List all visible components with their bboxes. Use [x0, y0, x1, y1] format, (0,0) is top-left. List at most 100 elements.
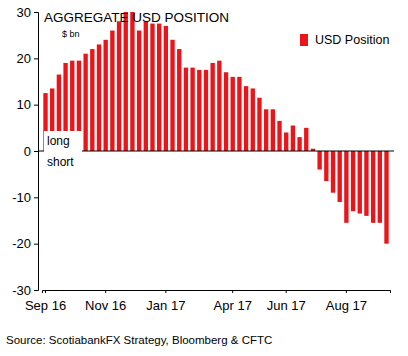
x-tick-label: Nov 16: [85, 298, 126, 313]
source: Source: ScotiabankFX Strategy, Bloomberg…: [6, 334, 272, 346]
bar: [217, 61, 221, 151]
y-tick: -20: [12, 236, 38, 251]
annotation: short: [47, 155, 74, 169]
legend: USD Position: [300, 33, 389, 47]
bar: [304, 128, 308, 151]
x-tick: Aug 17: [326, 290, 367, 313]
bar: [83, 54, 87, 151]
x-tick-label: Aug 17: [326, 298, 367, 313]
bar: [137, 31, 141, 151]
bar: [277, 121, 281, 151]
y-tick-mark: [34, 58, 38, 59]
x-tick-mark: [105, 290, 106, 293]
bar: [157, 24, 161, 151]
bar: [257, 98, 261, 151]
y-tick-label: 20: [17, 51, 31, 66]
y-axis: -30 -20 -10 0 10 20 30: [12, 5, 38, 298]
bar: [284, 132, 288, 151]
title: AGGREGATE USD POSITION: [44, 10, 229, 25]
y-tick: 30: [17, 5, 38, 20]
x-tick-mark: [165, 290, 166, 293]
x-tick-mark: [286, 290, 287, 293]
x-axis-line: [43, 291, 391, 294]
y-tick-mark: [34, 151, 38, 152]
bar: [364, 151, 368, 216]
zero-line: [38, 151, 394, 152]
x-tick: Apr 17: [214, 290, 252, 313]
bar: [251, 88, 255, 151]
y-tick-label: -30: [12, 283, 31, 298]
bar: [244, 86, 248, 151]
legend-label: USD Position: [315, 33, 389, 47]
bar: [231, 77, 235, 151]
x-tick: Sep 16: [25, 290, 66, 313]
chart: -30 -20 -10 0 10 20 30 Sep 16 Nov 16 Jan 17 Apr 17…: [0, 0, 408, 356]
bar: [210, 63, 214, 151]
bar: [271, 109, 275, 151]
x-tick-label: Apr 17: [214, 298, 252, 313]
bar: [104, 40, 108, 151]
y-tick: -30: [12, 283, 38, 298]
bar: [344, 151, 348, 223]
annotation-box: long short: [44, 131, 82, 171]
bar: [237, 77, 241, 151]
x-tick-mark: [232, 290, 233, 293]
bar: [177, 49, 181, 151]
y-axis-line: [34, 13, 39, 291]
bar: [358, 151, 362, 214]
y-tick-mark: [34, 12, 38, 13]
y-tick-label: -20: [12, 236, 31, 251]
bar: [384, 151, 388, 244]
bar: [204, 70, 208, 151]
y-tick-label: 10: [17, 97, 31, 112]
x-tick-mark: [45, 290, 46, 293]
y-tick: 0: [24, 144, 38, 159]
bar: [297, 137, 301, 151]
y-tick-mark: [34, 290, 38, 291]
y-tick-label: 30: [17, 5, 31, 20]
x-tick-label: Jun 17: [267, 298, 306, 313]
bar: [117, 21, 121, 151]
y-tick-mark: [34, 197, 38, 198]
y-tick: 20: [17, 51, 38, 66]
y-tick-label: 0: [24, 144, 31, 159]
y-tick: -10: [12, 190, 38, 205]
bar: [164, 26, 168, 151]
bar: [97, 44, 101, 151]
y-label: $ bn: [62, 29, 80, 39]
bar: [371, 151, 375, 223]
bar: [150, 24, 154, 151]
x-tick-label: Sep 16: [25, 298, 66, 313]
y-tick-mark: [34, 105, 38, 106]
bar: [110, 31, 114, 151]
x-tick: Nov 16: [85, 290, 126, 313]
x-tick: Jan 17: [146, 290, 185, 313]
bar: [351, 151, 355, 211]
bar: [144, 21, 148, 151]
bars: [43, 12, 388, 244]
y-tick-mark: [34, 244, 38, 245]
bar: [184, 68, 188, 151]
bar: [130, 12, 134, 151]
bar: [124, 12, 128, 151]
bar: [338, 151, 342, 202]
bar: [170, 40, 174, 151]
annotation: long: [47, 134, 70, 148]
legend-swatch: [300, 34, 308, 46]
annotation-background: [44, 131, 82, 171]
x-tick: Jun 17: [267, 290, 306, 313]
plot: -30 -20 -10 0 10 20 30 Sep 16 Nov 16 Jan 17 Apr 17…: [12, 5, 394, 314]
x-tick-label: Jan 17: [146, 298, 185, 313]
x-axis: Sep 16 Nov 16 Jan 17 Apr 17 Jun 17 Aug 17: [25, 290, 391, 313]
bar: [291, 126, 295, 151]
bar: [324, 151, 328, 181]
bar: [264, 109, 268, 151]
bar: [378, 151, 382, 223]
bar: [197, 70, 201, 151]
bar: [317, 151, 321, 170]
y-tick-label: -10: [12, 190, 31, 205]
bar: [331, 151, 335, 193]
bar: [224, 72, 228, 151]
bar: [90, 49, 94, 151]
y-tick: 10: [17, 97, 38, 112]
